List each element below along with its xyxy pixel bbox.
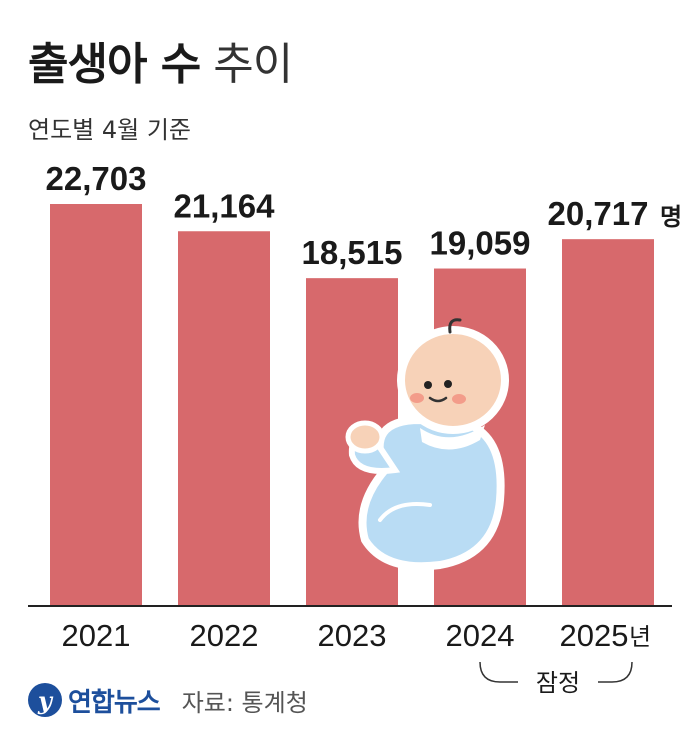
logo-text: 연합뉴스: [68, 687, 161, 718]
footer: y 연합뉴스 자료: 통계청: [28, 680, 308, 720]
yonhap-logo-icon: y: [28, 683, 62, 717]
bar-2022: [178, 231, 270, 607]
title-bold: 출생아 수: [28, 39, 201, 90]
baby-illustration: [345, 318, 509, 571]
value-label-2023: 18,515: [302, 234, 403, 271]
category-label-2023: 2023: [318, 618, 387, 653]
chart-subtitle: 연도별 4월 기준: [28, 116, 192, 144]
value-label-2022: 21,164: [174, 187, 276, 224]
category-label-2022: 2022: [190, 618, 259, 653]
bar-2025: [562, 239, 654, 606]
value-label-2024: 19,059: [430, 225, 531, 262]
category-unit-label: 년: [629, 623, 651, 651]
value-label-2021: 22,703: [46, 160, 147, 197]
source-text: 자료: 통계청: [181, 688, 308, 717]
provisional-label: 잠정: [536, 669, 580, 697]
provisional-bracket: 잠정: [479, 661, 633, 697]
category-label-2021: 2021: [62, 618, 131, 653]
category-label-2025: 2025: [560, 618, 629, 653]
category-label-2024: 2024: [446, 618, 515, 653]
bar-2021: [50, 204, 142, 606]
value-unit-label: 명: [660, 203, 682, 231]
value-label-2025: 20,717: [548, 195, 649, 232]
chart-title: 출생아 수 추이: [28, 28, 293, 92]
title-light: 추이: [213, 39, 293, 90]
